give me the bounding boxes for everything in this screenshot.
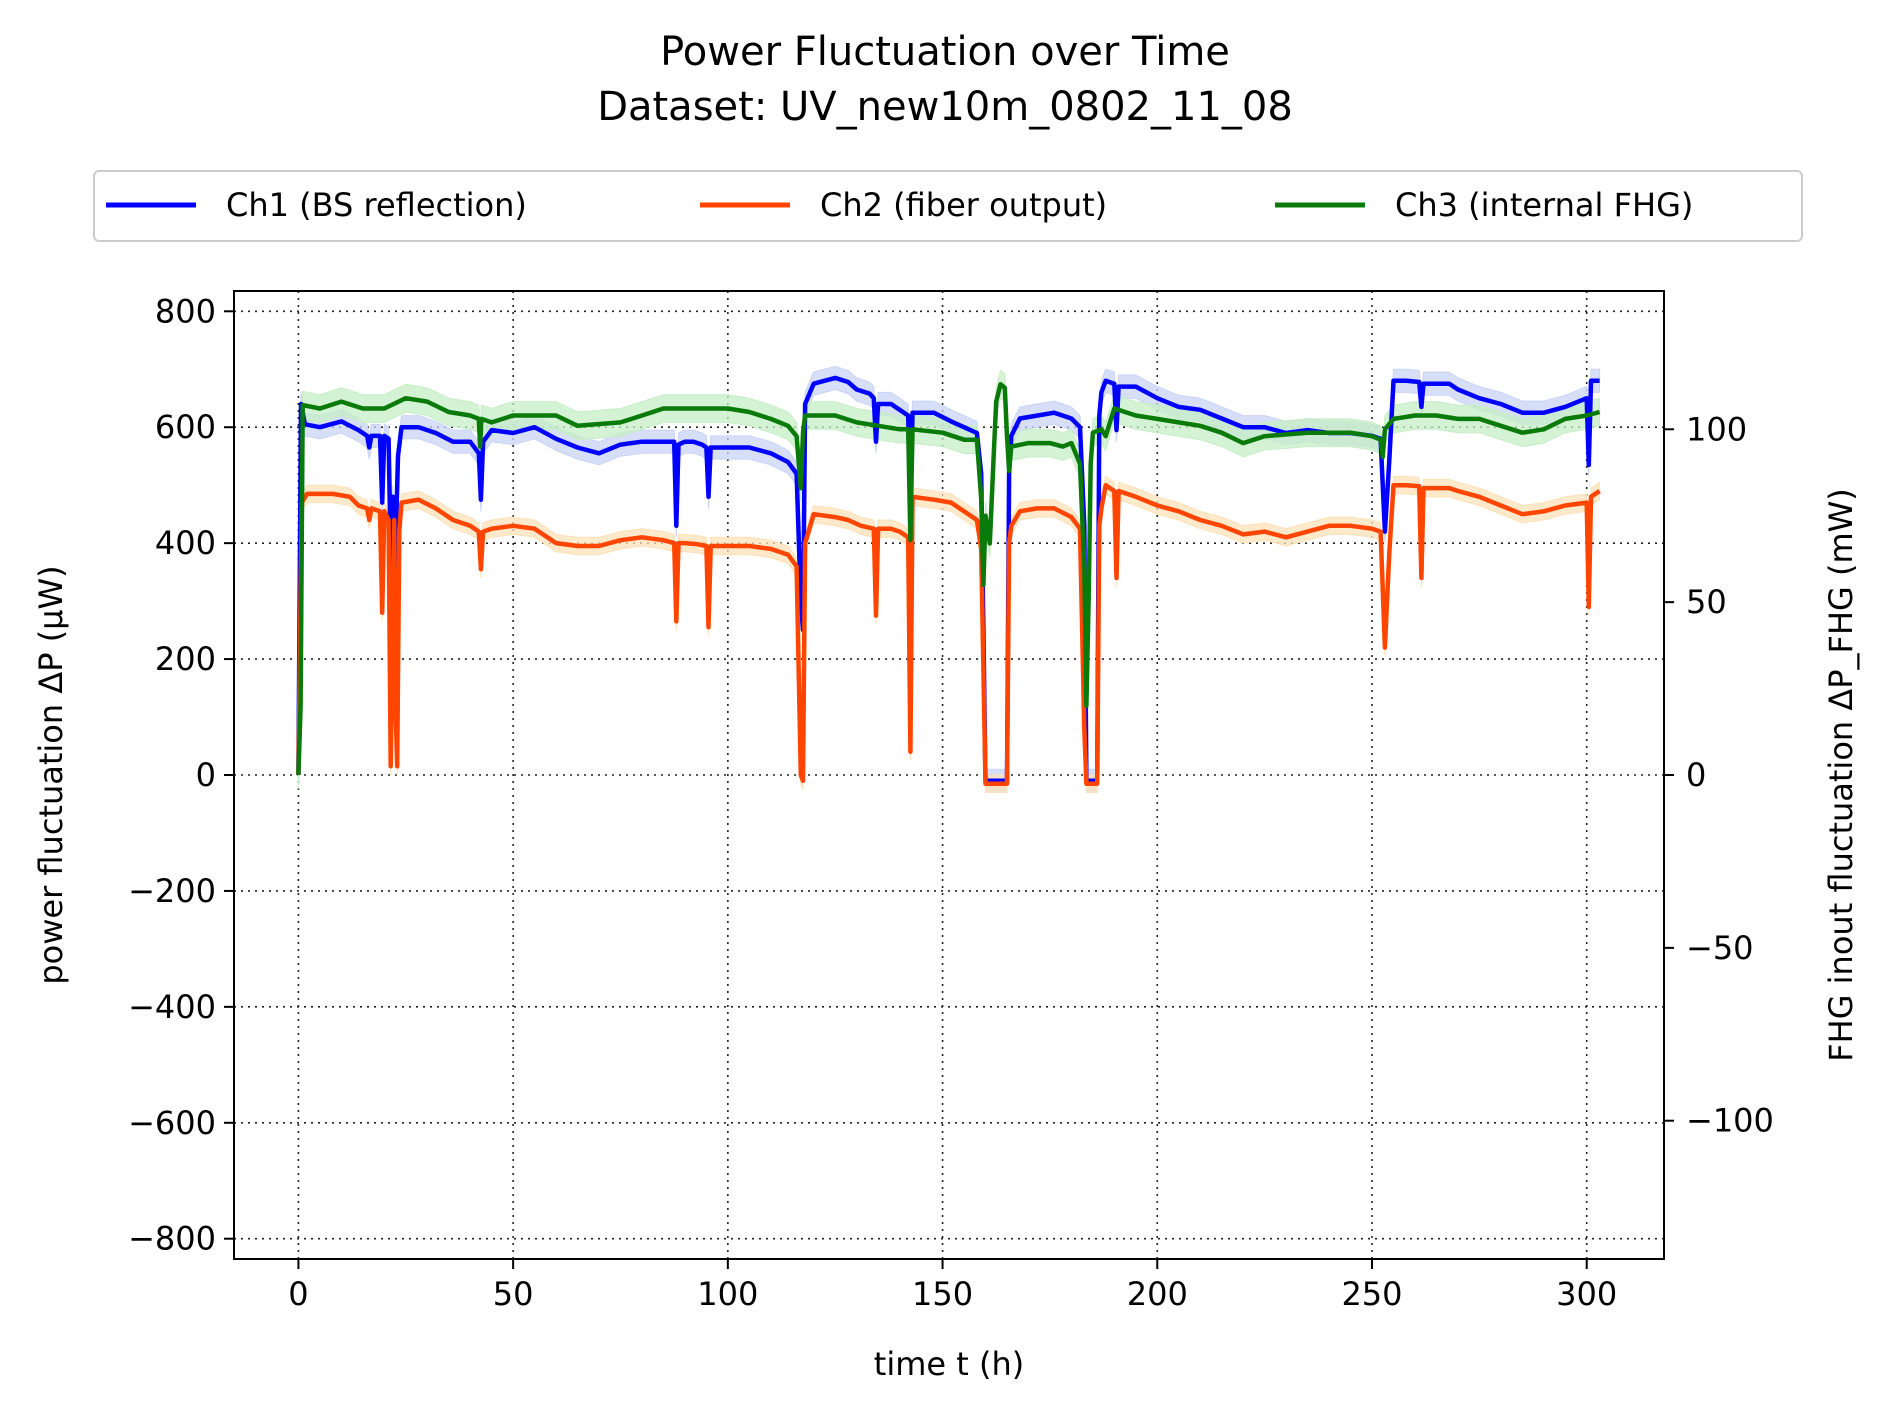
x-tick-label: 0	[288, 1275, 308, 1313]
x-axis-ticks: 0 50 100 150 200 250 300	[288, 1259, 1617, 1313]
line-series-2	[296, 482, 1601, 786]
legend-frame	[93, 170, 1803, 242]
legend: Ch1 (BS reflection) Ch2 (fiber output) C…	[93, 170, 1803, 242]
y-left-tick-label: −200	[128, 872, 216, 910]
legend-label-ch3: Ch3 (internal FHG)	[1395, 186, 1693, 224]
y-right-tick-label: 50	[1686, 583, 1727, 621]
legend-label-ch1: Ch1 (BS reflection)	[226, 186, 527, 224]
y-right-axis-ticks: 100 50 0 −50 −100	[1664, 410, 1774, 1140]
y-left-tick-label: 200	[155, 640, 216, 678]
chart-subtitle: Dataset: UV_new10m_0802_11_08	[597, 84, 1293, 130]
x-tick-label: 300	[1556, 1275, 1617, 1313]
y-left-tick-label: −600	[128, 1104, 216, 1142]
y-right-tick-label: −100	[1686, 1102, 1774, 1140]
line-series-3	[296, 382, 1601, 776]
x-tick-label: 200	[1127, 1275, 1188, 1313]
band-series-2	[297, 475, 1601, 793]
y-left-axis-ticks: 800 600 400 200 0 −200 −400 −600 −800	[128, 292, 234, 1258]
grid	[234, 291, 1664, 1259]
confidence-bands	[297, 365, 1601, 793]
y-right-axis-label: FHG inout fluctuation ΔP_FHG (mW)	[1822, 488, 1860, 1062]
y-right-tick-label: 100	[1686, 410, 1747, 448]
x-tick-label: 250	[1341, 1275, 1402, 1313]
chart-title: Power Fluctuation over Time	[660, 29, 1230, 75]
legend-label-ch2: Ch2 (fiber output)	[820, 186, 1107, 224]
x-tick-label: 150	[912, 1275, 973, 1313]
y-right-tick-label: −50	[1686, 929, 1754, 967]
y-left-axis-label: power fluctuation ΔP (μW)	[32, 565, 70, 984]
y-right-tick-label: 0	[1686, 756, 1706, 794]
x-axis-label: time t (h)	[874, 1345, 1024, 1383]
y-left-tick-label: 800	[155, 292, 216, 330]
y-left-tick-label: 0	[196, 756, 216, 794]
y-left-tick-label: −800	[128, 1220, 216, 1258]
y-left-tick-label: 400	[155, 524, 216, 562]
x-tick-label: 100	[697, 1275, 758, 1313]
y-left-tick-label: −400	[128, 988, 216, 1026]
x-tick-label: 50	[493, 1275, 534, 1313]
band-series-1	[297, 365, 1601, 793]
series-lines	[296, 375, 1601, 786]
y-left-tick-label: 600	[155, 408, 216, 446]
